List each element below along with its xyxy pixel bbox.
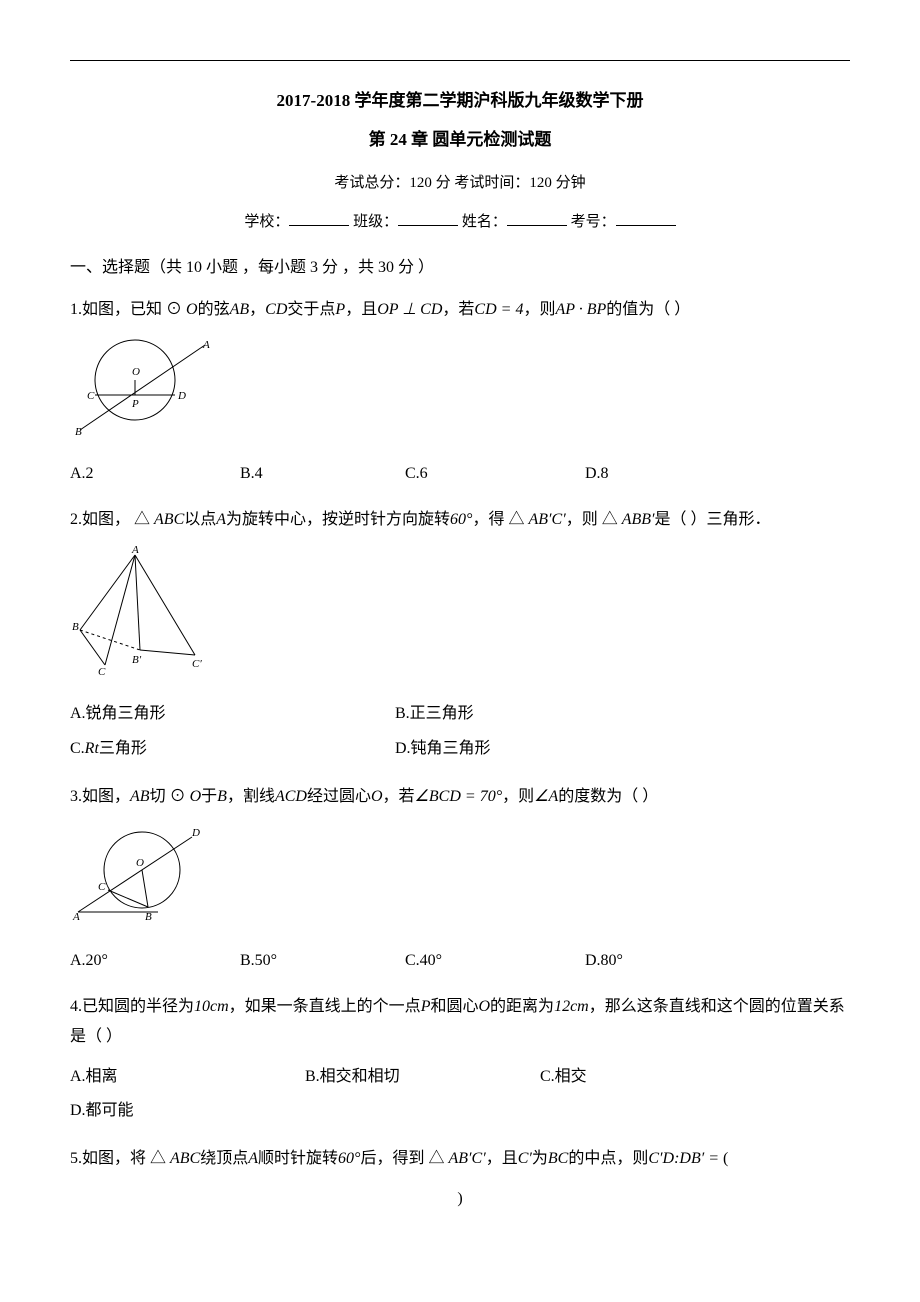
student-info-line: 学校： 班级： 姓名： 考号： (70, 209, 850, 236)
q2-label-Bp: B′ (132, 654, 142, 666)
q2-opt-c: C.Rt三角形 (70, 735, 395, 764)
q3-label-A: A (72, 911, 80, 922)
top-divider (70, 60, 850, 61)
q4-opt-c: C.相交 (540, 1063, 775, 1092)
class-blank (398, 211, 458, 226)
q2-opt-a: A.锐角三角形 (70, 700, 395, 729)
q4-options: A.相离 B.相交和相切 C.相交 D.都可能 (70, 1063, 850, 1133)
q3-opt-c: C.40° (405, 947, 585, 976)
q1-label-O: O (132, 366, 140, 378)
question-4: 4.已知圆的半径为10cm，如果一条直线上的个一点P和圆心O的距离为12cm，那… (70, 992, 850, 1132)
q2-figure: A B C B′ C′ (70, 545, 850, 686)
q1-label-B: B (75, 426, 82, 435)
q1-figure: O A B C D P (70, 335, 850, 446)
q2-opt-b: B.正三角形 (395, 700, 720, 729)
q1-label-A: A (202, 339, 210, 351)
q1-label-P: P (131, 398, 139, 410)
q3-label-D: D (191, 827, 200, 839)
exam-info: 考试总分：120 分 考试时间：120 分钟 (70, 170, 850, 197)
q1-label-D: D (177, 390, 186, 402)
q3-opt-b: B.50° (240, 947, 405, 976)
name-blank (507, 211, 567, 226)
q5-close-paren: ) (70, 1185, 850, 1214)
q3-figure: A B C D O (70, 822, 850, 933)
question-5: 5.如图，将 △ ABC绕顶点A顺时针旋转60°后，得到 △ AB′C′，且C′… (70, 1144, 850, 1213)
q1-options: A.2 B.4 C.6 D.8 (70, 460, 850, 489)
q3-label-C: C (98, 881, 106, 893)
q1-opt-b: B.4 (240, 460, 405, 489)
q3-label-B: B (145, 911, 152, 922)
q2-label-C: C (98, 666, 106, 675)
q1-text: 1.如图，已知 ⊙ O的弦AB，CD交于点P，且OP ⊥ CD，若CD = 4，… (70, 295, 850, 325)
q4-opt-a: A.相离 (70, 1063, 305, 1092)
id-label: 考号： (571, 214, 616, 230)
section1-header: 一、选择题（共 10 小题 ，每小题 3 分 ，共 30 分 ） (70, 254, 850, 283)
q4-opt-d: D.都可能 (70, 1097, 305, 1126)
question-1: 1.如图，已知 ⊙ O的弦AB，CD交于点P，且OP ⊥ CD，若CD = 4，… (70, 295, 850, 489)
q3-options: A.20° B.50° C.40° D.80° (70, 947, 850, 976)
question-2: 2.如图， △ ABC以点A为旋转中心，按逆时针方向旋转60°，得 △ AB′C… (70, 505, 850, 770)
q2-options: A.锐角三角形 B.正三角形 C.Rt三角形 D.钝角三角形 (70, 700, 850, 770)
q4-text: 4.已知圆的半径为10cm，如果一条直线上的个一点P和圆心O的距离为12cm，那… (70, 992, 850, 1053)
exam-title: 2017-2018 学年度第二学期沪科版九年级数学下册 (70, 86, 850, 117)
q3-text: 3.如图，AB切 ⊙ O于B，割线ACD经过圆心O，若∠BCD = 70°，则∠… (70, 782, 850, 812)
q3-opt-a: A.20° (70, 947, 240, 976)
exam-subtitle: 第 24 章 圆单元检测试题 (70, 125, 850, 156)
q2-label-Cp: C′ (192, 658, 202, 670)
school-blank (289, 211, 349, 226)
q1-opt-d: D.8 (585, 460, 609, 489)
id-blank (616, 211, 676, 226)
q3-label-O: O (136, 857, 144, 869)
question-3: 3.如图，AB切 ⊙ O于B，割线ACD经过圆心O，若∠BCD = 70°，则∠… (70, 782, 850, 976)
q1-opt-a: A.2 (70, 460, 240, 489)
name-label: 姓名： (462, 214, 507, 230)
q3-opt-d: D.80° (585, 947, 623, 976)
q2-opt-d: D.钝角三角形 (395, 735, 720, 764)
q1-label-C: C (87, 390, 95, 402)
q4-opt-b: B.相交和相切 (305, 1063, 540, 1092)
q2-label-A: A (131, 545, 139, 556)
school-label: 学校： (244, 214, 289, 230)
q1-opt-c: C.6 (405, 460, 585, 489)
q5-text: 5.如图，将 △ ABC绕顶点A顺时针旋转60°后，得到 △ AB′C′，且C′… (70, 1144, 850, 1174)
q2-label-B: B (72, 621, 79, 633)
class-label: 班级： (353, 214, 398, 230)
q2-text: 2.如图， △ ABC以点A为旋转中心，按逆时针方向旋转60°，得 △ AB′C… (70, 505, 850, 535)
